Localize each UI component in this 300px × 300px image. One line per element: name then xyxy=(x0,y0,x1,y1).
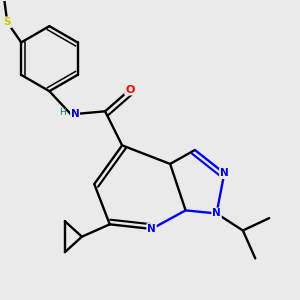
Text: N: N xyxy=(212,208,221,218)
Text: S: S xyxy=(4,17,11,27)
Text: N: N xyxy=(147,224,156,234)
Text: O: O xyxy=(125,85,135,94)
Text: N: N xyxy=(220,168,229,178)
Text: N: N xyxy=(71,110,80,119)
Text: H: H xyxy=(59,108,66,117)
